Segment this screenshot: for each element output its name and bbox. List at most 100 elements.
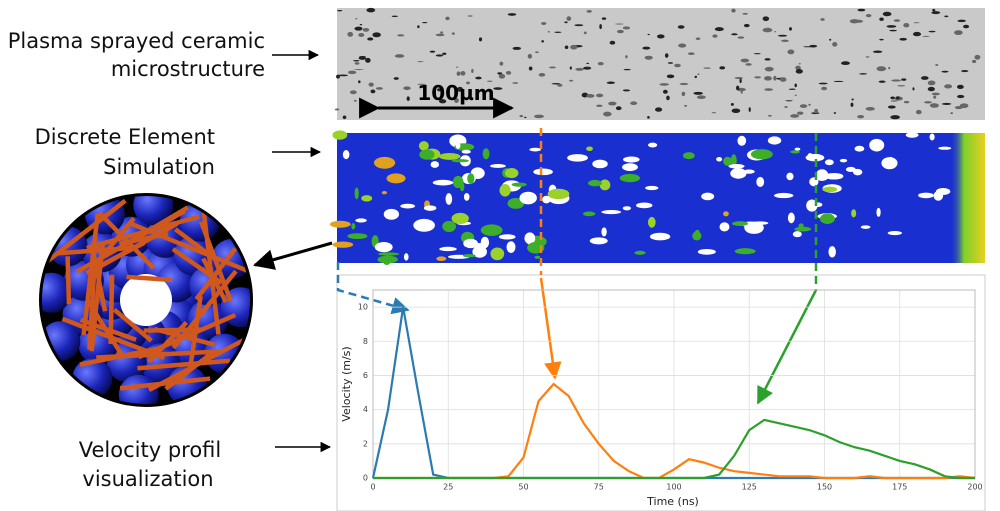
pore bbox=[524, 116, 527, 119]
pore bbox=[963, 24, 970, 29]
blob bbox=[806, 199, 818, 212]
pore bbox=[922, 35, 930, 37]
pore bbox=[666, 95, 670, 101]
label: Plasma sprayed ceramic bbox=[8, 29, 265, 53]
contact-rod bbox=[174, 227, 220, 264]
link-arrow bbox=[336, 262, 410, 315]
pore bbox=[338, 74, 348, 77]
blob bbox=[938, 146, 952, 150]
blob bbox=[351, 223, 356, 230]
pore bbox=[941, 70, 949, 73]
pore bbox=[730, 103, 734, 106]
pore bbox=[406, 96, 410, 101]
blob bbox=[824, 159, 834, 166]
blob bbox=[918, 192, 934, 199]
blob bbox=[400, 203, 416, 209]
pore bbox=[342, 115, 347, 120]
blob bbox=[790, 150, 801, 154]
pore bbox=[687, 52, 695, 55]
pore bbox=[362, 27, 370, 32]
pore bbox=[365, 57, 371, 63]
pore bbox=[487, 80, 493, 82]
pore bbox=[597, 62, 604, 66]
pore bbox=[498, 73, 506, 79]
blob bbox=[524, 232, 536, 245]
pore bbox=[554, 31, 562, 33]
blob bbox=[490, 164, 506, 168]
pore bbox=[564, 45, 569, 49]
pore bbox=[647, 33, 650, 36]
blob bbox=[619, 173, 640, 183]
pore bbox=[764, 58, 771, 61]
blob bbox=[750, 149, 773, 160]
blob bbox=[419, 149, 435, 160]
pore bbox=[927, 80, 936, 86]
blob bbox=[634, 250, 646, 255]
blob bbox=[649, 232, 671, 241]
blob bbox=[587, 179, 602, 187]
blob bbox=[622, 163, 638, 172]
pore bbox=[505, 71, 512, 75]
pore bbox=[768, 115, 772, 117]
pore bbox=[471, 68, 474, 73]
y-tick-label: 2 bbox=[363, 439, 368, 448]
pore bbox=[736, 85, 740, 91]
blob bbox=[413, 218, 435, 232]
pore bbox=[403, 86, 411, 91]
blob bbox=[534, 255, 541, 259]
pore bbox=[814, 108, 819, 114]
blob bbox=[645, 185, 659, 191]
decoration bbox=[39, 7, 986, 511]
blob bbox=[599, 179, 611, 191]
pore bbox=[375, 87, 383, 90]
pore bbox=[337, 9, 343, 12]
blob bbox=[767, 136, 782, 145]
blob bbox=[737, 135, 747, 146]
pore bbox=[359, 55, 366, 58]
pore bbox=[456, 86, 463, 92]
pore bbox=[696, 95, 706, 100]
pore bbox=[642, 46, 651, 50]
blob bbox=[734, 248, 756, 255]
blob bbox=[332, 241, 354, 248]
pore bbox=[890, 96, 895, 100]
scale-label: 100µm bbox=[417, 81, 494, 105]
particle bbox=[42, 272, 72, 313]
blob bbox=[589, 237, 608, 245]
pore bbox=[601, 17, 607, 20]
pore bbox=[596, 93, 604, 98]
pore bbox=[493, 87, 503, 90]
pore bbox=[391, 15, 398, 18]
pore bbox=[935, 64, 939, 66]
pore bbox=[779, 77, 787, 82]
pore bbox=[915, 109, 922, 115]
pore bbox=[754, 76, 762, 79]
pore bbox=[596, 104, 603, 107]
pore bbox=[608, 101, 617, 106]
blob bbox=[798, 223, 804, 229]
pore bbox=[712, 34, 718, 38]
pore bbox=[615, 23, 624, 25]
pore bbox=[773, 75, 777, 81]
pore bbox=[353, 99, 357, 102]
blob bbox=[452, 175, 464, 189]
pore bbox=[777, 34, 788, 37]
pore bbox=[662, 89, 668, 94]
pore bbox=[882, 11, 892, 17]
blob bbox=[839, 158, 848, 163]
blob bbox=[828, 246, 836, 258]
blob bbox=[472, 245, 487, 258]
label: Simulation bbox=[103, 155, 215, 179]
blob bbox=[403, 253, 409, 261]
x-axis-label: Time (ns) bbox=[646, 495, 699, 508]
blob bbox=[381, 191, 388, 195]
pore bbox=[519, 115, 524, 118]
pore bbox=[429, 50, 436, 53]
blob bbox=[451, 159, 469, 163]
pore bbox=[695, 37, 701, 40]
pore bbox=[913, 22, 920, 24]
pore bbox=[359, 23, 363, 26]
pore bbox=[865, 56, 870, 58]
pore bbox=[569, 66, 572, 70]
pore bbox=[393, 77, 399, 80]
